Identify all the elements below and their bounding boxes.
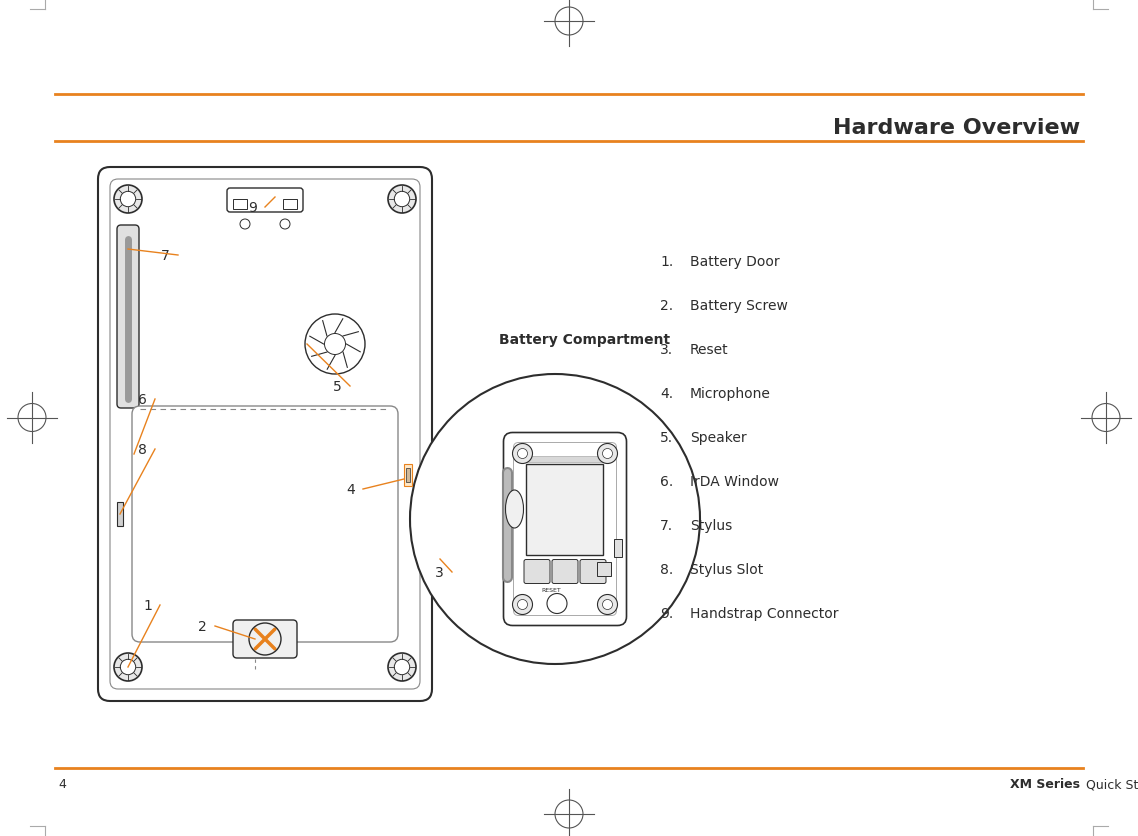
Bar [233, 200, 247, 210]
Bar [117, 502, 123, 527]
Text: 4: 4 [346, 482, 355, 497]
Text: 7.: 7. [660, 518, 673, 533]
Text: 5: 5 [333, 380, 343, 394]
Circle shape [324, 334, 346, 355]
Circle shape [394, 660, 410, 675]
Circle shape [410, 375, 700, 665]
Circle shape [512, 594, 533, 614]
Text: 9.: 9. [660, 606, 674, 620]
Bar [283, 200, 297, 210]
FancyBboxPatch shape [110, 180, 420, 689]
Circle shape [597, 594, 618, 614]
Circle shape [518, 449, 528, 459]
Ellipse shape [134, 429, 162, 481]
Ellipse shape [505, 491, 523, 528]
FancyBboxPatch shape [98, 168, 432, 701]
Text: Quick Start Guide: Quick Start Guide [1082, 777, 1138, 791]
Text: 1.: 1. [660, 255, 674, 268]
FancyBboxPatch shape [513, 443, 617, 616]
Circle shape [121, 660, 135, 675]
Bar [597, 562, 611, 576]
FancyBboxPatch shape [226, 189, 303, 212]
Text: 8.: 8. [660, 563, 674, 576]
Bar [404, 465, 412, 487]
Text: 6.: 6. [660, 475, 674, 488]
Circle shape [394, 192, 410, 207]
Text: 3: 3 [435, 565, 444, 579]
Text: 4.: 4. [660, 386, 673, 400]
Circle shape [114, 186, 142, 214]
Text: XM Series: XM Series [1011, 777, 1080, 791]
Text: IrDA Window: IrDA Window [690, 475, 780, 488]
Text: Stylus: Stylus [690, 518, 732, 533]
Text: Battery Door: Battery Door [690, 255, 780, 268]
Circle shape [388, 186, 417, 214]
Circle shape [512, 444, 533, 464]
Text: 9: 9 [248, 201, 257, 215]
Circle shape [518, 599, 528, 609]
Circle shape [602, 599, 612, 609]
FancyBboxPatch shape [552, 560, 578, 584]
FancyBboxPatch shape [503, 433, 627, 626]
FancyBboxPatch shape [117, 226, 139, 409]
Text: 4: 4 [58, 777, 66, 791]
Text: 2: 2 [198, 619, 207, 633]
Text: Battery Screw: Battery Screw [690, 298, 787, 313]
Bar [527, 464, 603, 555]
Text: RESET: RESET [542, 588, 561, 592]
Text: Hardware Overview: Hardware Overview [833, 118, 1080, 138]
Text: 1: 1 [143, 599, 152, 612]
Text: 6: 6 [138, 393, 147, 406]
Text: 2.: 2. [660, 298, 673, 313]
Text: Battery Compartment: Battery Compartment [500, 333, 670, 347]
Bar [615, 539, 622, 558]
Text: 5.: 5. [660, 431, 673, 445]
Bar [406, 468, 410, 482]
Text: 7: 7 [162, 248, 170, 263]
Circle shape [240, 220, 250, 230]
Circle shape [305, 314, 365, 375]
Circle shape [602, 449, 612, 459]
Circle shape [114, 653, 142, 681]
Circle shape [597, 444, 618, 464]
FancyBboxPatch shape [580, 560, 607, 584]
FancyBboxPatch shape [523, 560, 550, 584]
Text: 3.: 3. [660, 343, 673, 357]
Text: Handstrap Connector: Handstrap Connector [690, 606, 839, 620]
FancyBboxPatch shape [233, 620, 297, 658]
Circle shape [121, 192, 135, 207]
Bar [527, 456, 603, 462]
Circle shape [547, 594, 567, 614]
Circle shape [280, 220, 290, 230]
Circle shape [388, 653, 417, 681]
Text: 8: 8 [138, 442, 147, 456]
Text: Reset: Reset [690, 343, 728, 357]
Text: Stylus Slot: Stylus Slot [690, 563, 764, 576]
Text: Speaker: Speaker [690, 431, 747, 445]
Text: Microphone: Microphone [690, 386, 770, 400]
FancyBboxPatch shape [132, 406, 398, 642]
